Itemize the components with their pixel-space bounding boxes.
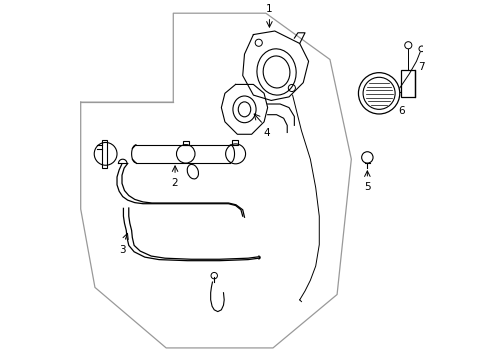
Bar: [232, 140, 238, 145]
Text: 6: 6: [397, 106, 404, 116]
Text: 3: 3: [119, 246, 126, 255]
Text: 7: 7: [417, 62, 424, 72]
Text: 4: 4: [263, 128, 269, 138]
Text: 5: 5: [363, 182, 370, 192]
Bar: [400, 70, 415, 97]
Bar: [183, 141, 188, 145]
Text: 1: 1: [265, 4, 272, 14]
Text: 2: 2: [171, 179, 178, 188]
Bar: [102, 140, 107, 168]
